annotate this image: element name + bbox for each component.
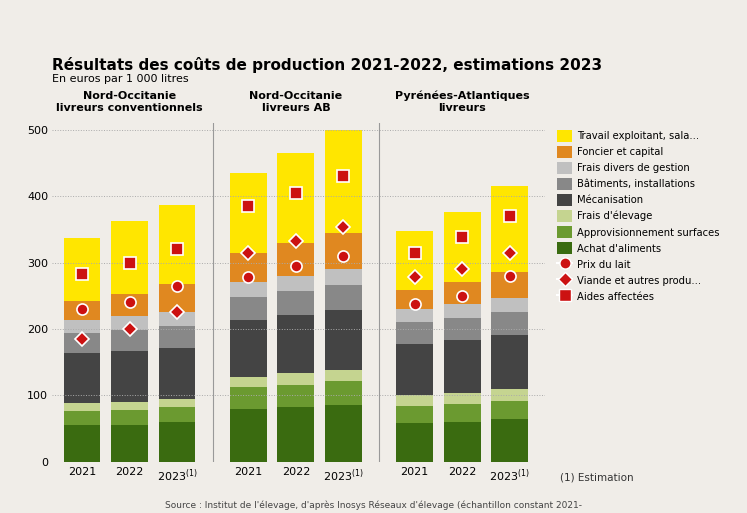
Bar: [277, 385, 314, 407]
Bar: [230, 320, 267, 377]
Text: Pyrénées-Atlantiques
livreurs: Pyrénées-Atlantiques livreurs: [395, 91, 530, 113]
Bar: [444, 340, 480, 392]
Bar: [277, 153, 314, 243]
Bar: [230, 408, 267, 462]
Text: Nord-Occitanie
livreurs conventionnels: Nord-Occitanie livreurs conventionnels: [56, 91, 203, 113]
Bar: [63, 403, 100, 410]
Bar: [444, 212, 480, 282]
Bar: [230, 173, 267, 252]
Bar: [325, 269, 362, 285]
Bar: [325, 130, 362, 233]
Text: (1) Estimation: (1) Estimation: [560, 472, 634, 482]
Bar: [492, 298, 528, 312]
Bar: [396, 406, 433, 423]
Bar: [277, 407, 314, 462]
Bar: [230, 283, 267, 297]
Bar: [492, 312, 528, 335]
Text: Résultats des coûts de production 2021-2022, estimations 2023: Résultats des coûts de production 2021-2…: [52, 57, 602, 73]
Bar: [230, 252, 267, 283]
Bar: [396, 231, 433, 290]
Bar: [111, 317, 148, 330]
Bar: [396, 322, 433, 344]
Bar: [492, 401, 528, 419]
Bar: [325, 233, 362, 269]
Bar: [63, 320, 100, 333]
Bar: [396, 309, 433, 322]
Bar: [63, 425, 100, 462]
Bar: [444, 422, 480, 462]
Bar: [277, 373, 314, 385]
Bar: [444, 282, 480, 304]
Bar: [230, 377, 267, 387]
Bar: [111, 222, 148, 294]
Bar: [230, 387, 267, 408]
Bar: [325, 285, 362, 310]
Bar: [158, 284, 196, 312]
Bar: [158, 205, 196, 284]
Bar: [63, 238, 100, 301]
Bar: [444, 318, 480, 340]
Bar: [63, 353, 100, 403]
Bar: [325, 310, 362, 370]
Bar: [492, 419, 528, 462]
Bar: [325, 405, 362, 462]
Bar: [444, 404, 480, 422]
Bar: [158, 422, 196, 462]
Bar: [111, 402, 148, 410]
Bar: [111, 294, 148, 317]
Bar: [158, 347, 196, 399]
Text: En euros par 1 000 litres: En euros par 1 000 litres: [52, 74, 189, 84]
Bar: [158, 326, 196, 347]
Bar: [277, 291, 314, 315]
Bar: [492, 272, 528, 298]
Bar: [111, 330, 148, 351]
Bar: [63, 410, 100, 425]
Bar: [277, 243, 314, 276]
Bar: [444, 304, 480, 318]
Bar: [63, 333, 100, 353]
Bar: [277, 315, 314, 373]
Bar: [396, 290, 433, 309]
Bar: [277, 276, 314, 291]
Bar: [230, 297, 267, 320]
Bar: [396, 396, 433, 406]
Text: Nord-Occitanie
livreurs AB: Nord-Occitanie livreurs AB: [249, 91, 342, 113]
Bar: [325, 381, 362, 405]
Bar: [158, 399, 196, 407]
Bar: [325, 370, 362, 381]
Bar: [444, 392, 480, 404]
Bar: [492, 389, 528, 401]
Bar: [158, 407, 196, 422]
Legend: Travail exploitant, sala..., Foncier et capital, Frais divers de gestion, Bâtime: Travail exploitant, sala..., Foncier et …: [555, 128, 722, 304]
Bar: [111, 410, 148, 425]
Bar: [111, 425, 148, 462]
Bar: [158, 312, 196, 326]
Bar: [111, 351, 148, 402]
Bar: [63, 301, 100, 320]
Bar: [396, 344, 433, 396]
Text: Source : Institut de l'élevage, d'après Inosys Réseaux d'élevage (échantillon co: Source : Institut de l'élevage, d'après …: [165, 501, 582, 510]
Bar: [492, 186, 528, 272]
Bar: [396, 423, 433, 462]
Bar: [492, 335, 528, 389]
